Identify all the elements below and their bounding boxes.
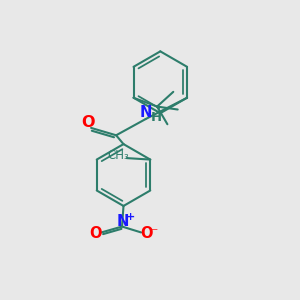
Text: O: O (81, 115, 94, 130)
Text: O: O (89, 226, 102, 242)
Text: +: + (126, 212, 135, 222)
Text: N: N (140, 105, 152, 120)
Text: N: N (116, 214, 129, 229)
Text: H: H (151, 111, 162, 124)
Text: O: O (140, 226, 153, 242)
Text: ⁻: ⁻ (150, 226, 157, 241)
Text: CH₃: CH₃ (108, 149, 129, 162)
